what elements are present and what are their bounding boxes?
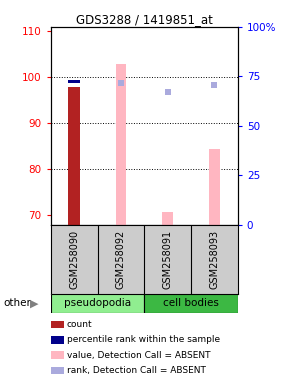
Text: GSM258093: GSM258093: [209, 230, 220, 289]
Bar: [68, 81, 80, 83]
Bar: [209, 149, 220, 225]
Text: percentile rank within the sample: percentile rank within the sample: [67, 335, 220, 344]
Text: GSM258092: GSM258092: [116, 230, 126, 289]
Bar: [144, 294, 238, 313]
Bar: [116, 64, 126, 225]
Bar: [68, 87, 80, 225]
Text: cell bodies: cell bodies: [163, 298, 219, 308]
Bar: [51, 294, 144, 313]
Text: GSM258091: GSM258091: [163, 230, 173, 289]
Text: pseudopodia: pseudopodia: [64, 298, 131, 308]
Text: ▶: ▶: [30, 298, 39, 308]
Text: other: other: [3, 298, 31, 308]
Text: GSM258090: GSM258090: [69, 230, 79, 289]
Text: count: count: [67, 320, 92, 329]
Text: rank, Detection Call = ABSENT: rank, Detection Call = ABSENT: [67, 366, 206, 375]
Title: GDS3288 / 1419851_at: GDS3288 / 1419851_at: [76, 13, 213, 26]
Text: value, Detection Call = ABSENT: value, Detection Call = ABSENT: [67, 351, 210, 360]
Bar: [162, 212, 173, 225]
